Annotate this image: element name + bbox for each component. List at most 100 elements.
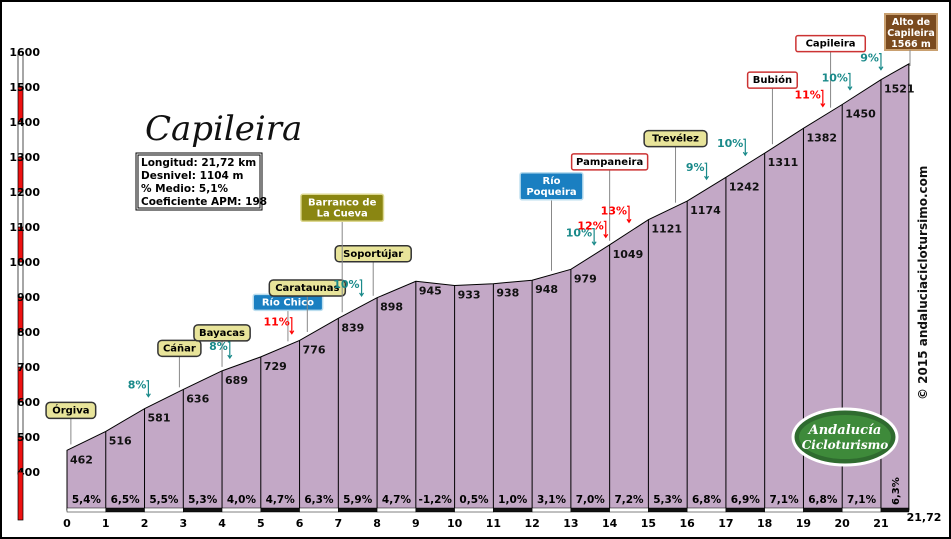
y-axis-scale-bar: 4005006007008009001000110012001300140015… — [9, 46, 40, 521]
gradient-callout: 10% — [717, 137, 743, 150]
x-tick-label: 11 — [486, 517, 501, 530]
gradient-callout: 12% — [577, 219, 603, 232]
x-tick-label: 20 — [835, 517, 851, 530]
x-tick-label: 13 — [563, 517, 578, 530]
elevation-label: 636 — [186, 392, 209, 405]
gradient-callout: 9% — [860, 52, 879, 65]
km-scale-band — [144, 507, 184, 513]
place-name: Pampaneira — [576, 157, 643, 168]
km-scale-band — [725, 507, 765, 513]
place-name: Órgiva — [52, 403, 89, 416]
place-label: Pampaneira — [570, 153, 649, 241]
km-scale-band — [415, 507, 455, 513]
segment-gradient-label: 5,4% — [72, 494, 102, 506]
place-sign — [570, 153, 649, 171]
svg-text:Andalucía: Andalucía — [807, 423, 882, 438]
segment-gradient-label: 7,2% — [614, 494, 644, 506]
segment-gradient-label: 7,1% — [769, 494, 799, 506]
gradient-callout: 11% — [263, 316, 289, 329]
y-tick-label: 500 — [17, 431, 40, 444]
place-sign — [300, 193, 385, 223]
place-label: Trevélez — [643, 129, 708, 203]
segment-gradient-label: 4,0% — [227, 494, 257, 506]
y-tick-label: 800 — [17, 326, 40, 339]
x-tick-label: 10 — [447, 517, 463, 530]
elevation-label: 1049 — [613, 248, 644, 261]
x-tick-label: 2 — [141, 517, 149, 530]
km-scale-band — [183, 507, 223, 513]
copyright-text: © 2015 andaluciaciclotursimo.com — [916, 166, 930, 400]
x-tick-label: 8 — [373, 517, 381, 530]
y-tick-label: 1200 — [9, 186, 40, 199]
summit-sign: Alto de Capileira 1566 m — [884, 13, 938, 66]
y-axis-band — [17, 471, 24, 521]
km-scale-band — [880, 507, 910, 513]
y-tick-label: 900 — [17, 291, 40, 304]
km-scale-band — [299, 507, 339, 513]
km-scale-band — [570, 507, 610, 513]
elevation-label: 898 — [380, 301, 403, 314]
x-tick-label: 19 — [796, 517, 811, 530]
segment-gradient-label: 6,3% — [891, 477, 902, 505]
km-scale-band — [648, 507, 688, 513]
x-tick-label: 16 — [680, 517, 696, 530]
place-label: Carataunas — [268, 279, 347, 332]
gradient-callout: 10% — [566, 227, 592, 240]
km-scale-band — [338, 507, 378, 513]
place-sign — [193, 324, 251, 342]
x-tick-label: 12 — [524, 517, 539, 530]
elevation-label: 729 — [264, 360, 287, 373]
place-label: Soportújar — [334, 245, 412, 296]
place-name: Trevélez — [652, 133, 699, 145]
andalucia-cicloturismo-logo: Andalucía Cicloturismo — [791, 407, 899, 467]
place-sign — [519, 172, 584, 201]
place-label: Río Chico — [252, 293, 324, 342]
gradient-callout: 10% — [333, 278, 359, 291]
elevation-area — [66, 63, 910, 511]
place-label: Bubión — [746, 71, 798, 145]
km-scale-band — [764, 507, 804, 513]
km-scale-band — [493, 507, 533, 513]
down-arrow-icon — [227, 341, 233, 360]
elevation-label: 948 — [535, 283, 558, 296]
km-scale-band — [221, 507, 262, 513]
svg-text:Cicloturismo: Cicloturismo — [802, 438, 889, 452]
y-tick-label: 1000 — [9, 256, 40, 269]
segment-gradient-label: 4,7% — [382, 494, 412, 506]
svg-text:1566 m: 1566 m — [891, 39, 931, 50]
down-arrow-icon — [145, 380, 151, 398]
y-tick-label: 1600 — [9, 46, 40, 59]
km-scale-band — [105, 507, 145, 513]
km-scale-band — [609, 507, 649, 513]
place-name: Río — [543, 175, 561, 187]
place-sign — [746, 71, 798, 89]
place-name: Carataunas — [275, 283, 339, 294]
x-tick-label: 7 — [334, 517, 342, 530]
km-scale-band — [686, 507, 727, 513]
place-name: Capileira — [806, 39, 856, 50]
elevation-label: 1311 — [768, 156, 799, 169]
stats-box: Longitud: 21,72 km Desnivel: 1104 m % Me… — [135, 152, 267, 211]
place-name: Bubión — [753, 74, 792, 86]
elevation-label: 689 — [225, 374, 248, 387]
place-name: Soportújar — [343, 248, 403, 260]
x-tick-label: 5 — [257, 517, 265, 530]
x-tick-label: 9 — [412, 517, 420, 530]
elevation-label: 1242 — [729, 180, 760, 193]
km-scale-band — [454, 507, 494, 513]
down-arrow-icon — [359, 279, 365, 298]
down-arrow-icon — [878, 53, 884, 71]
down-arrow-icon — [704, 162, 710, 181]
elevation-label: 516 — [109, 434, 132, 447]
place-name: Bayacas — [199, 328, 245, 339]
gradient-callout: 10% — [822, 72, 848, 85]
km-scale-band — [260, 507, 300, 513]
stat-apm: Coeficiente APM: 198 — [141, 196, 267, 208]
place-label: Capileira — [795, 34, 867, 108]
place-sign — [643, 129, 708, 148]
y-axis-band — [17, 51, 24, 88]
place-sign — [45, 401, 97, 420]
x-tick-label: 15 — [641, 517, 656, 530]
